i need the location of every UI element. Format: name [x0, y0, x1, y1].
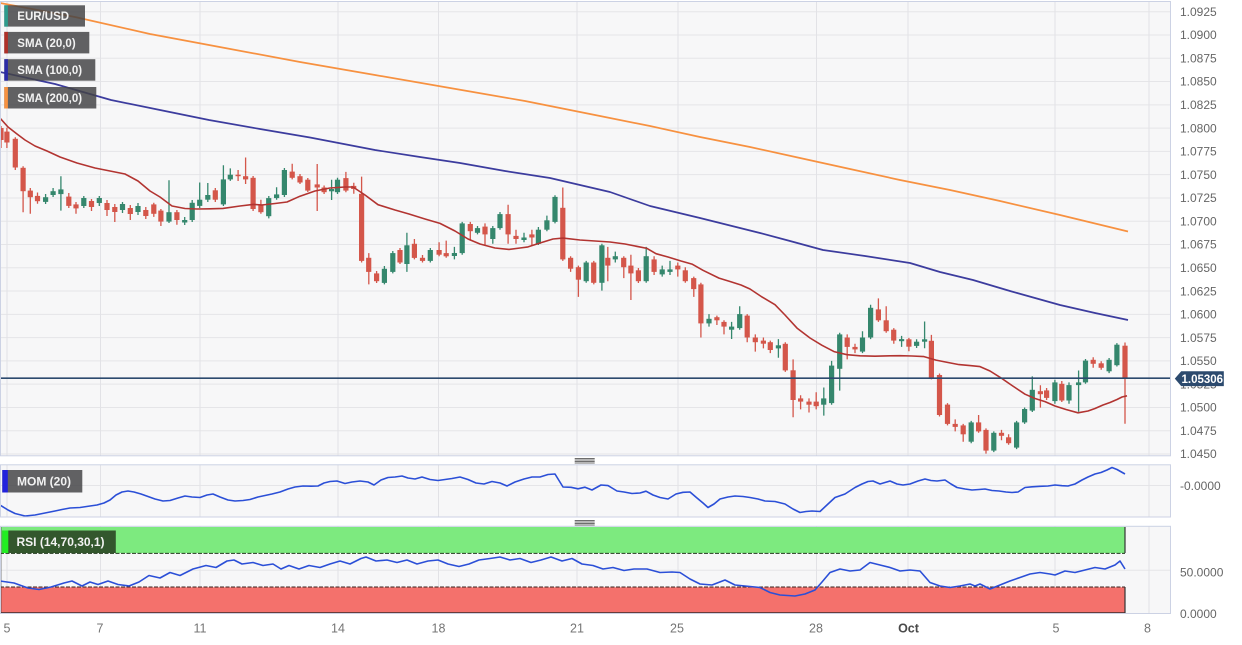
- svg-text:MOM (20): MOM (20): [17, 475, 71, 489]
- svg-text:1.0875: 1.0875: [1180, 52, 1217, 66]
- svg-text:5: 5: [1053, 622, 1060, 636]
- svg-text:14: 14: [331, 622, 345, 636]
- svg-text:1.0900: 1.0900: [1180, 28, 1217, 42]
- svg-text:EUR/USD: EUR/USD: [17, 11, 69, 23]
- svg-text:SMA (20,0): SMA (20,0): [17, 38, 76, 50]
- svg-text:28: 28: [809, 622, 823, 636]
- svg-text:1.0850: 1.0850: [1180, 75, 1217, 89]
- svg-text:1.0675: 1.0675: [1180, 238, 1217, 252]
- svg-text:-0.0000: -0.0000: [1180, 479, 1221, 493]
- svg-text:21: 21: [570, 622, 584, 636]
- svg-text:11: 11: [194, 622, 207, 636]
- svg-text:1.0700: 1.0700: [1180, 214, 1217, 228]
- svg-text:SMA (100,0): SMA (100,0): [17, 65, 82, 77]
- svg-text:Oct: Oct: [898, 622, 920, 636]
- svg-text:1.0500: 1.0500: [1180, 401, 1217, 415]
- svg-text:5: 5: [4, 622, 11, 636]
- svg-text:0.0000: 0.0000: [1180, 607, 1217, 621]
- svg-text:RSI (14,70,30,1): RSI (14,70,30,1): [17, 535, 105, 549]
- svg-text:1.05306: 1.05306: [1182, 374, 1224, 386]
- svg-text:25: 25: [670, 622, 684, 636]
- svg-text:1.0925: 1.0925: [1180, 5, 1217, 19]
- svg-text:50.0000: 50.0000: [1180, 565, 1224, 579]
- svg-text:1.0575: 1.0575: [1180, 331, 1217, 345]
- svg-text:1.0800: 1.0800: [1180, 121, 1217, 135]
- svg-text:18: 18: [432, 622, 446, 636]
- svg-text:1.0650: 1.0650: [1180, 261, 1217, 275]
- svg-text:1.0475: 1.0475: [1180, 424, 1217, 438]
- svg-text:1.0725: 1.0725: [1180, 191, 1217, 205]
- svg-text:8: 8: [1144, 622, 1151, 636]
- svg-text:1.0625: 1.0625: [1180, 284, 1217, 298]
- svg-text:7: 7: [97, 622, 104, 636]
- svg-text:1.0775: 1.0775: [1180, 145, 1217, 159]
- svg-text:1.0750: 1.0750: [1180, 168, 1217, 182]
- svg-text:SMA (200,0): SMA (200,0): [17, 93, 82, 105]
- svg-text:1.0600: 1.0600: [1180, 308, 1217, 322]
- svg-text:1.0825: 1.0825: [1180, 98, 1217, 112]
- svg-text:1.0450: 1.0450: [1180, 447, 1217, 461]
- svg-text:1.0550: 1.0550: [1180, 354, 1217, 368]
